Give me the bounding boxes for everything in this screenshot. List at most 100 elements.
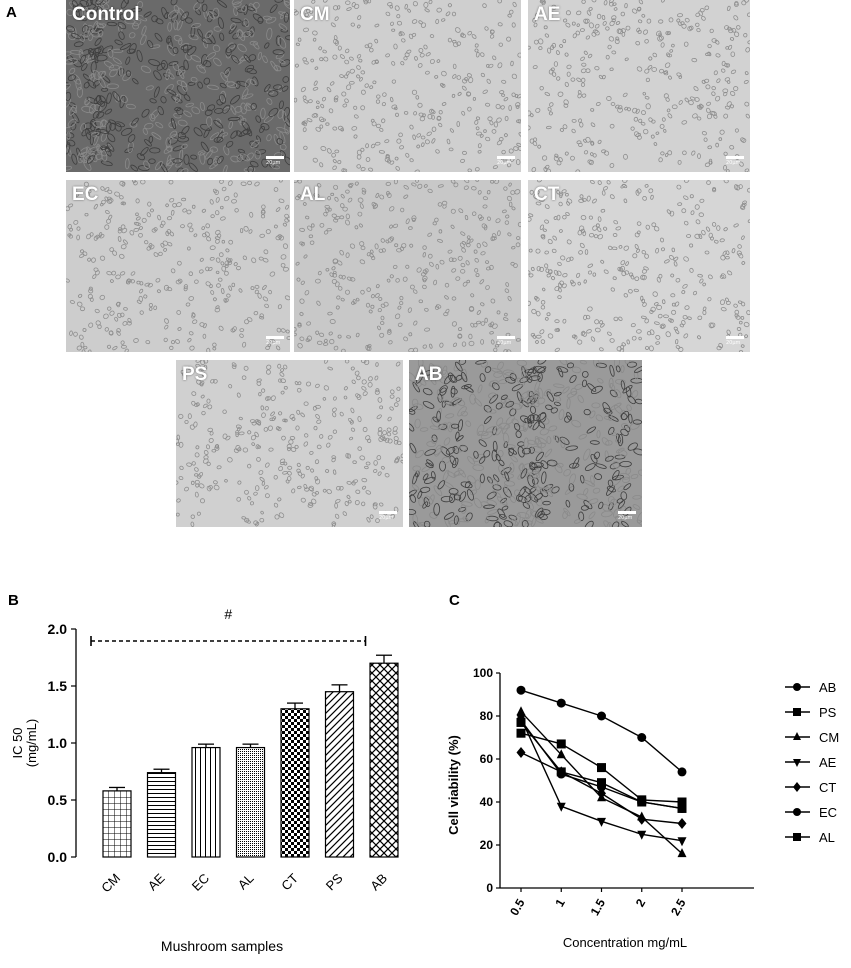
- viability-line-chart: 0 20 40 60 80 100 0.5 1 1.5 2 2.5 Cell viability (%…: [440, 605, 851, 963]
- bar-x-tick-label: PS: [323, 870, 346, 893]
- line-x-tick-label: 1: [552, 896, 568, 909]
- micrograph-ab: AB 20μm: [409, 360, 642, 527]
- micrograph-texture: [66, 180, 290, 352]
- line-y-tick-label: 100: [473, 666, 493, 680]
- series-point-ct: [516, 747, 526, 759]
- bar-y-tick-label: 0.0: [48, 849, 68, 865]
- bar-y-tick-label: 0.5: [48, 792, 68, 808]
- scale-bar-text: 20μm: [618, 515, 633, 521]
- micrograph-texture: [294, 0, 521, 172]
- legend-label-ct: CT: [819, 780, 836, 795]
- bar-y-axis-label: IC 50: [10, 727, 25, 758]
- micrograph-texture: [528, 0, 750, 172]
- series-point-cm: [677, 848, 687, 858]
- line-x-tick-label: 2.5: [668, 896, 689, 918]
- significance-marker: #: [224, 606, 232, 622]
- ic50-bar-chart: 0.0 0.5 1.0 1.5 2.0 IC 50 (mg/mL) CM AE EC AL CT PS A…: [0, 605, 440, 963]
- line-x-tick-label: 2: [633, 896, 649, 909]
- micrograph-label: CT: [534, 184, 560, 205]
- scale-bar: [266, 336, 284, 339]
- ic50-bar-chart-svg: 0.0 0.5 1.0 1.5 2.0 IC 50 (mg/mL) CM AE EC AL CT PS A…: [10, 606, 399, 954]
- series-point-ab: [597, 711, 606, 721]
- line-y-tick-label: 40: [480, 795, 494, 809]
- series-point-ab: [677, 767, 687, 777]
- series-point-al: [516, 717, 526, 727]
- bar-x-tick-label: AL: [235, 871, 257, 893]
- bar-ec: [191, 746, 221, 858]
- legend-label-ps: PS: [819, 705, 837, 720]
- line-x-tick-label: 0.5: [507, 896, 528, 918]
- line-x-axis-label: Concentration mg/mL: [563, 935, 687, 950]
- scale-bar-text: 20μm: [379, 515, 394, 521]
- micrograph-ec: EC 20μm: [66, 180, 290, 352]
- series-point-ab: [516, 685, 526, 695]
- bar-x-tick-label: AE: [145, 870, 168, 893]
- scale-bar-text: 20μm: [726, 160, 741, 166]
- micrograph-label: Control: [72, 4, 140, 25]
- bar-ps: [324, 691, 355, 858]
- micrograph-label: AL: [300, 184, 326, 205]
- micrograph-texture: [409, 360, 642, 527]
- legend-marker-al: [793, 833, 801, 841]
- micrograph-label: AE: [534, 4, 561, 25]
- bar-x-tick-label: AB: [367, 871, 390, 894]
- series-point-ps: [516, 728, 526, 738]
- series-line-ab: [520, 689, 683, 773]
- micrograph-ae: AE 20μm: [528, 0, 750, 172]
- scale-bar: [726, 336, 744, 339]
- series-point-ps: [677, 797, 687, 807]
- scale-bar: [726, 156, 744, 159]
- legend-marker-ae: [793, 759, 801, 767]
- micrograph-cm: CM 20μm: [294, 0, 521, 172]
- panel-c-letter: C: [449, 592, 460, 609]
- scale-bar: [618, 511, 636, 514]
- series-point-ct: [677, 818, 687, 829]
- legend-label-ec: EC: [819, 805, 837, 820]
- micrograph-label: EC: [72, 184, 99, 205]
- micrograph-texture: [294, 180, 521, 352]
- bar-x-tick-label: EC: [189, 871, 212, 894]
- micrograph-ps: PS 20μm: [176, 360, 403, 527]
- series-point-ab: [556, 698, 566, 708]
- bar-al: [235, 746, 266, 858]
- micrograph-al: AL 20μm: [294, 180, 521, 352]
- scale-bar: [379, 511, 397, 514]
- series-point-ps: [597, 763, 606, 773]
- bar-x-tick-label: CT: [278, 870, 301, 893]
- line-y-tick-label: 80: [480, 709, 494, 723]
- bar-x-tick-label: CM: [98, 871, 123, 896]
- bar-ct: [280, 708, 310, 858]
- series-point-cm: [556, 749, 566, 759]
- series-point-ae: [677, 837, 687, 847]
- legend-marker-cm: [793, 732, 801, 740]
- scale-bar-text: 20μm: [497, 160, 512, 166]
- legend-marker-ec: [793, 808, 801, 816]
- line-y-tick-label: 0: [486, 881, 493, 895]
- series-point-al: [597, 778, 606, 788]
- legend-marker-ct: [793, 782, 801, 792]
- legend-label-cm: CM: [819, 730, 839, 745]
- scale-bar-text: 20μm: [497, 340, 512, 346]
- series-point-ct: [637, 813, 647, 825]
- series-point-al: [637, 797, 647, 807]
- micrograph-label: CM: [300, 4, 330, 25]
- legend-marker-ab: [793, 683, 801, 691]
- series-point-ab: [637, 733, 647, 742]
- scale-bar-text: 20μm: [266, 340, 281, 346]
- bar-cm: [102, 790, 132, 858]
- bar-y-axis-label-unit: (mg/mL): [24, 719, 39, 767]
- legend-label-ab: AB: [819, 680, 836, 695]
- bar-y-tick-label: 2.0: [48, 621, 68, 637]
- scale-bar: [497, 336, 515, 339]
- series-point-cm: [516, 706, 526, 716]
- panel-b-letter: B: [8, 592, 19, 609]
- scale-bar-text: 20μm: [726, 340, 741, 346]
- legend-marker-ps: [793, 708, 801, 716]
- bar-y-tick-label: 1.0: [48, 735, 68, 751]
- bar-y-tick-label: 1.5: [48, 678, 68, 694]
- series-point-ps: [556, 739, 566, 749]
- bar-ae: [146, 772, 177, 858]
- bar-x-axis-label: Mushroom samples: [161, 938, 283, 954]
- bar-ab: [369, 662, 399, 858]
- series-point-ae: [637, 830, 647, 840]
